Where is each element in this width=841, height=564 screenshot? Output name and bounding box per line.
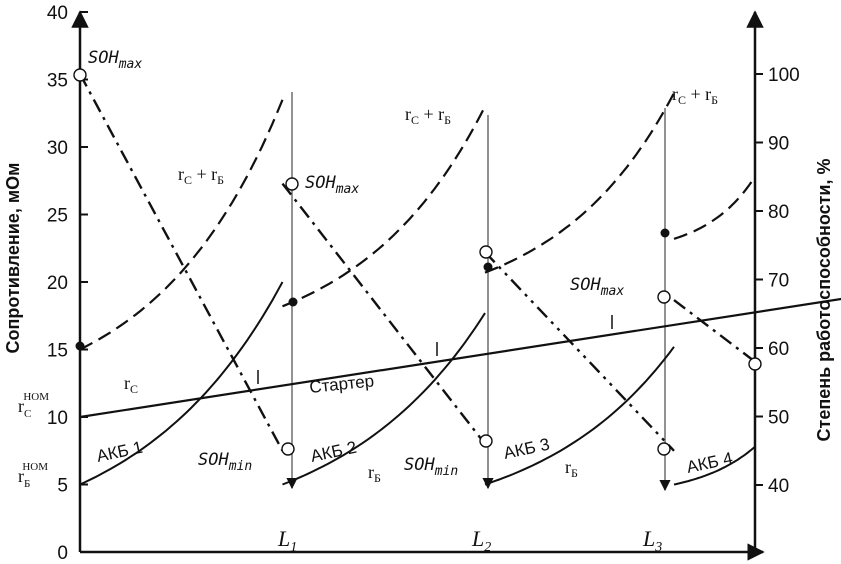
series-akb3-resistance [484, 346, 675, 486]
right-axis-ticks: 40 50 60 70 80 90 100 [755, 65, 800, 497]
left-axis-ticks: 0 5 10 15 20 25 30 35 40 [47, 3, 88, 564]
left-axis-title: Сопротивление, мОм [3, 163, 23, 354]
right-tick-label: 100 [768, 65, 800, 86]
series-soh-1 [78, 73, 284, 452]
label-akb-1: АКБ 1 [95, 438, 145, 466]
right-tick-label: 60 [768, 339, 789, 360]
series-total-resistance-2 [282, 105, 486, 308]
left-tick-label: 0 [57, 543, 68, 564]
x-marker-l2: L2 [471, 526, 491, 555]
left-tick-label: 25 [47, 206, 68, 227]
label-soh-max-1: SOHmax [88, 48, 142, 72]
series-total-resistance-3 [484, 92, 675, 274]
label-rb-1: rБ [368, 462, 381, 485]
series-soh-3 [484, 251, 675, 452]
left-tick-label: 15 [47, 341, 68, 362]
point-soh-min-1 [281, 442, 295, 456]
right-tick-label: 50 [768, 408, 789, 429]
label-soh-max-3: SOHmax [570, 275, 624, 299]
label-soh-min-2: SOHmin [404, 455, 458, 479]
label-rc-rb-1: rС + rБ [178, 164, 224, 187]
points-layer [73, 68, 762, 456]
label-rc: rС [124, 373, 138, 396]
label-soh-min-1: SOHmin [198, 450, 252, 474]
point-total-start-2 [288, 297, 298, 307]
series-layer [78, 73, 841, 486]
label-akb-4: АКБ 4 [685, 449, 735, 477]
point-soh-max-3 [479, 245, 493, 259]
point-soh-max-4 [657, 290, 671, 304]
x-marker-l1: L1 [277, 526, 297, 555]
label-rc-rb-3: rС + rБ [672, 84, 718, 107]
point-soh-min-3 [657, 442, 671, 456]
point-total-start-3 [483, 262, 493, 272]
series-total-resistance-1 [79, 99, 284, 351]
right-tick-label: 90 [768, 134, 789, 155]
series-total-resistance-4 [673, 176, 756, 240]
left-tick-label: 5 [57, 476, 68, 497]
left-tick-label: 20 [47, 273, 68, 294]
point-total-start-4 [660, 228, 670, 238]
series-akb2-resistance [282, 312, 486, 486]
series-akb4-resistance [673, 445, 756, 486]
series-soh-4 [673, 299, 756, 363]
series-akb1-resistance [79, 281, 284, 486]
label-starter: Стартер [308, 371, 375, 397]
series-soh-2 [281, 182, 486, 445]
left-tick-label: 30 [47, 138, 68, 159]
point-soh-max-1 [73, 68, 87, 82]
label-soh-max-2: SOHmax [305, 173, 359, 197]
series-starter-resistance [79, 297, 841, 419]
right-axis-title: Степень работоспособности, % [814, 159, 834, 442]
label-rc-rb-2: rС + rБ [405, 104, 451, 127]
right-tick-label: 40 [768, 476, 789, 497]
label-rc-nom: rСНОМ [18, 391, 49, 420]
point-soh-min-2 [479, 434, 493, 448]
left-tick-label: 35 [47, 71, 68, 92]
point-soh-end [748, 357, 762, 371]
point-soh-max-2 [285, 177, 299, 191]
left-tick-label: 10 [47, 408, 68, 429]
label-rb-2: rБ [565, 457, 578, 480]
point-total-start-1 [75, 341, 85, 351]
right-tick-label: 70 [768, 271, 789, 292]
label-rb-nom: rБНОМ [18, 461, 48, 490]
left-tick-label: 40 [47, 3, 68, 24]
x-marker-l3: L3 [642, 526, 662, 555]
right-tick-label: 80 [768, 202, 789, 223]
